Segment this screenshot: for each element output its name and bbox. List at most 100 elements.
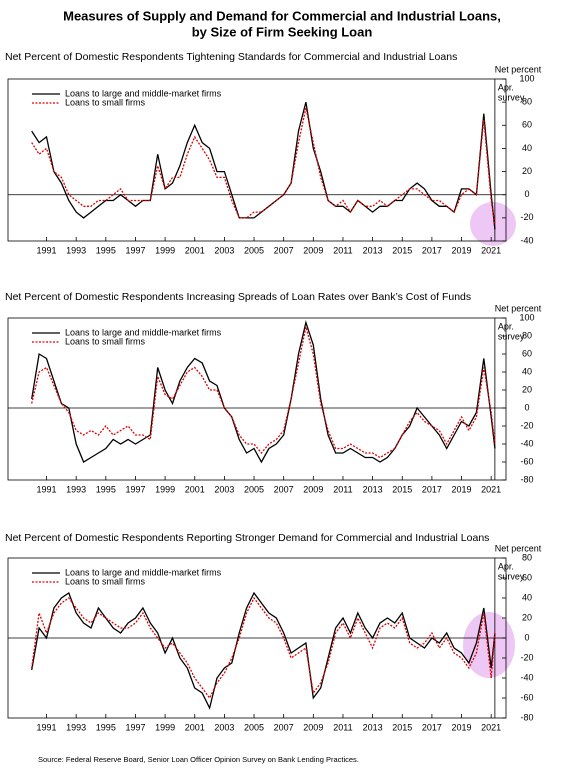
- source: Source: Federal Reserve Board, Senior Lo…: [38, 755, 359, 764]
- series-line: [31, 320, 496, 464]
- annotation-text: survey: [498, 92, 525, 102]
- x-tick-label: 2021: [481, 484, 501, 494]
- panel-title: Net Percent of Domestic Respondents Tigh…: [5, 51, 457, 63]
- x-tick-label: 2005: [244, 245, 264, 255]
- y-tick-label: 40: [522, 366, 532, 376]
- x-tick-label: 1997: [125, 484, 145, 494]
- x-tick-label: 1991: [37, 245, 57, 255]
- x-tick-label: 2011: [333, 722, 352, 732]
- y-tick-label: 100: [519, 73, 534, 83]
- x-tick-label: 2007: [274, 722, 294, 732]
- y-tick-label: -40: [520, 438, 533, 448]
- y-tick-label: -20: [520, 652, 533, 662]
- y-tick-label: 60: [522, 120, 532, 130]
- y-tick-label: 0: [524, 189, 529, 199]
- x-tick-label: 2013: [363, 722, 383, 732]
- x-tick-label: 1995: [96, 484, 116, 494]
- panel-title: Net Percent of Domestic Respondents Incr…: [5, 291, 471, 303]
- panel-title: Net Percent of Domestic Respondents Repo…: [5, 532, 489, 544]
- x-tick-label: 2011: [333, 245, 352, 255]
- legend-label: Loans to large and middle-market firms: [65, 88, 222, 98]
- annotation-text: Apr.: [498, 321, 514, 331]
- x-tick-label: 2005: [244, 722, 264, 732]
- x-tick-label: 2009: [303, 484, 323, 494]
- y-tick-label: 20: [522, 384, 532, 394]
- x-tick-label: 2013: [363, 484, 383, 494]
- x-tick-label: 2009: [303, 722, 323, 732]
- y-tick-label: 100: [519, 312, 534, 322]
- y-tick-label: 0: [524, 632, 529, 642]
- legend-label: Loans to large and middle-market firms: [65, 567, 222, 577]
- y-tick-label: -60: [520, 456, 533, 466]
- y-tick-label: 40: [522, 143, 532, 153]
- x-tick-label: 2021: [481, 722, 501, 732]
- x-tick-label: 1999: [155, 722, 175, 732]
- plot-frame: [7, 78, 507, 242]
- y-tick-label: 40: [522, 592, 532, 602]
- y-tick-label: -80: [520, 474, 533, 484]
- series-line: [31, 107, 496, 224]
- plot-frame: [7, 317, 507, 481]
- x-tick-label: 2007: [274, 484, 294, 494]
- x-tick-label: 1999: [155, 245, 175, 255]
- x-tick-label: 2005: [244, 484, 264, 494]
- x-tick-label: 2001: [185, 484, 205, 494]
- legend-label: Loans to small firms: [65, 97, 146, 107]
- x-tick-label: 1993: [66, 484, 86, 494]
- x-tick-label: 2011: [333, 484, 352, 494]
- legend-label: Loans to small firms: [65, 336, 146, 346]
- y-tick-label: -20: [520, 212, 533, 222]
- x-tick-label: 1991: [37, 484, 57, 494]
- x-tick-label: 1993: [66, 245, 86, 255]
- x-tick-label: 2019: [452, 245, 472, 255]
- annotation-text: Apr.: [498, 561, 514, 571]
- title: by Size of Firm Seeking Loan: [192, 24, 373, 39]
- y-tick-label: -20: [520, 420, 533, 430]
- x-tick-label: 2019: [452, 722, 472, 732]
- x-tick-label: 2003: [214, 484, 234, 494]
- x-tick-label: 2015: [392, 484, 412, 494]
- title: Measures of Supply and Demand for Commer…: [63, 8, 501, 23]
- x-tick-label: 2017: [422, 722, 442, 732]
- annotation-text: survey: [498, 331, 525, 341]
- y-axis-label: Net percent: [495, 303, 542, 313]
- legend-label: Loans to small firms: [65, 576, 146, 586]
- y-tick-label: -60: [520, 692, 533, 702]
- y-tick-label: 60: [522, 572, 532, 582]
- x-tick-label: 2003: [214, 722, 234, 732]
- annotation-text: survey: [498, 571, 525, 581]
- x-tick-label: 2021: [481, 245, 501, 255]
- x-tick-label: 2013: [363, 245, 383, 255]
- x-tick-label: 1993: [66, 722, 86, 732]
- x-tick-label: 1995: [96, 245, 116, 255]
- x-tick-label: 2001: [185, 722, 205, 732]
- series-line: [31, 596, 496, 700]
- x-tick-label: 2001: [185, 245, 205, 255]
- series-line: [31, 326, 496, 459]
- x-tick-label: 2015: [392, 722, 412, 732]
- annotation-text: Apr.: [498, 82, 514, 92]
- y-tick-label: 80: [522, 97, 532, 107]
- x-tick-label: 1997: [125, 722, 145, 732]
- y-tick-label: 80: [522, 330, 532, 340]
- y-tick-label: -40: [520, 672, 533, 682]
- x-tick-label: 2007: [274, 245, 294, 255]
- y-tick-label: 20: [522, 166, 532, 176]
- x-tick-label: 2017: [422, 245, 442, 255]
- y-tick-label: -40: [520, 235, 533, 245]
- x-tick-label: 2019: [452, 484, 472, 494]
- x-tick-label: 1991: [37, 722, 57, 732]
- y-axis-label: Net percent: [495, 64, 542, 74]
- x-tick-label: 2015: [392, 245, 412, 255]
- x-tick-label: 1995: [96, 722, 116, 732]
- highlight: [470, 202, 516, 246]
- x-tick-label: 2009: [303, 245, 323, 255]
- legend-label: Loans to large and middle-market firms: [65, 327, 222, 337]
- x-tick-label: 2017: [422, 484, 442, 494]
- x-tick-label: 1999: [155, 484, 175, 494]
- y-tick-label: 20: [522, 612, 532, 622]
- x-tick-label: 2003: [214, 245, 234, 255]
- y-tick-label: 0: [524, 402, 529, 412]
